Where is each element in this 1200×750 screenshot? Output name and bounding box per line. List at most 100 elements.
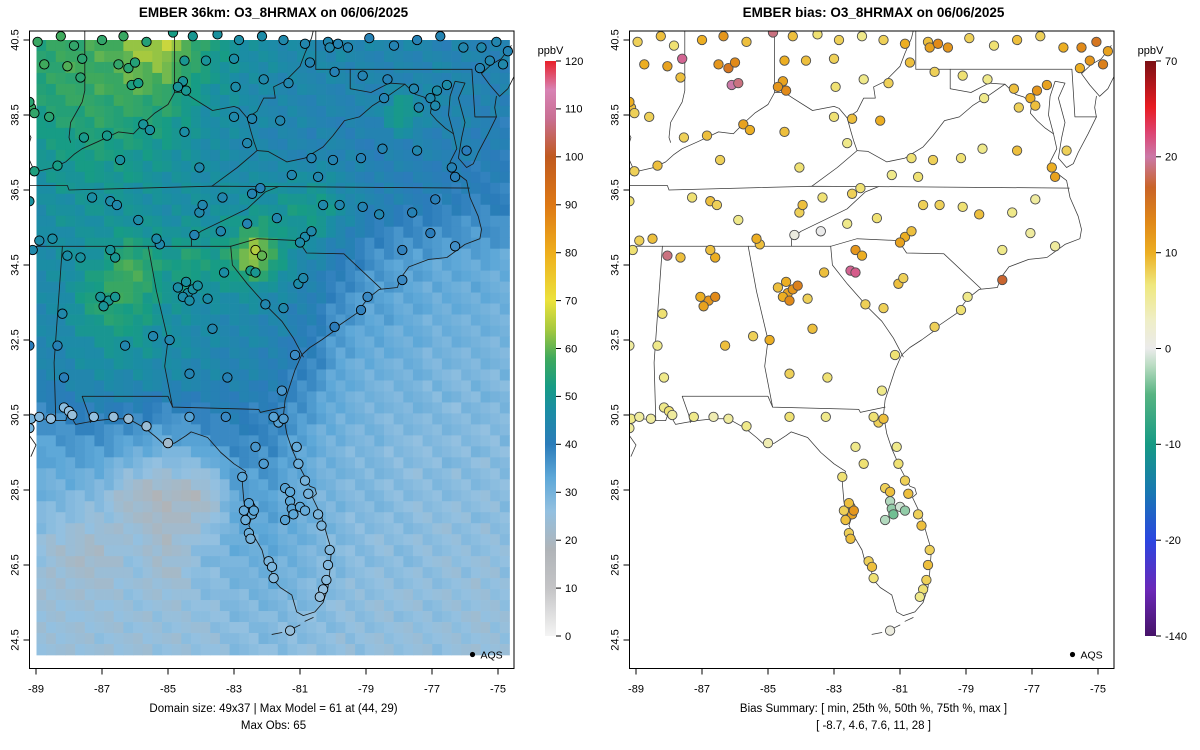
station-dot: [268, 572, 279, 584]
station-dot: [233, 34, 245, 46]
y-tick-label: 26.5: [610, 554, 622, 575]
station-dot: [342, 42, 354, 53]
station-dot: [655, 31, 666, 42]
station-dot: [797, 199, 808, 211]
x-tick-label: -89: [628, 684, 644, 696]
station-dot: [668, 40, 680, 51]
station-dot: [75, 72, 86, 83]
y-tick-label: 34.5: [610, 254, 622, 275]
station-dot: [904, 57, 916, 68]
station-dot: [772, 81, 784, 93]
station-dot: [306, 226, 317, 237]
station-dot: [858, 74, 869, 85]
station-dot: [1030, 194, 1041, 205]
station-dot: [1049, 171, 1061, 183]
station-dot: [184, 295, 195, 306]
station-dot: [866, 561, 878, 573]
station-dot: [299, 38, 311, 49]
station-dot: [207, 323, 218, 334]
station-dot: [787, 31, 798, 42]
y-tick-label: 32.5: [610, 329, 622, 350]
station-dot: [75, 252, 86, 263]
plot-box: [29, 30, 515, 669]
station-dot: [978, 92, 990, 104]
station-dot: [133, 214, 144, 226]
station-dot: [710, 291, 721, 303]
station-dot: [779, 55, 790, 66]
station-dot: [294, 237, 306, 248]
station-dot: [246, 113, 258, 124]
station-dot: [932, 38, 944, 49]
station-dot: [840, 514, 851, 526]
station-dot: [942, 42, 954, 53]
station-dot: [217, 192, 228, 203]
station-dot: [733, 77, 744, 89]
aqs-legend-label: AQS: [481, 650, 503, 662]
station-dot: [268, 411, 279, 423]
station-dot: [32, 36, 43, 48]
station-dot: [329, 321, 340, 333]
station-dot: [843, 497, 855, 509]
station-dot: [850, 244, 861, 256]
station-dot: [151, 233, 162, 244]
y-tick-label: 30.5: [10, 404, 22, 425]
x-tick-label: -87: [694, 684, 710, 696]
station-dot: [248, 505, 259, 516]
station-dot: [317, 199, 329, 211]
colorbar-tick-label: 110: [565, 104, 583, 116]
station-dot: [632, 36, 643, 48]
colorbar-tick-label: 40: [565, 439, 577, 451]
station-dot: [502, 46, 514, 57]
station-dot: [197, 199, 208, 211]
left-footer-line1: Domain size: 49x37 | Max Model = 61 at (…: [149, 703, 397, 715]
station-dot: [266, 561, 278, 573]
aqs-legend-label: AQS: [1081, 650, 1103, 662]
colorbar-tick-label: -20: [1165, 535, 1181, 547]
x-tick-label: -89: [28, 684, 44, 696]
station-dot: [458, 42, 469, 53]
station-dot: [449, 241, 461, 252]
station-dot: [828, 111, 840, 123]
station-dot: [279, 514, 291, 526]
station-dot: [324, 42, 335, 53]
station-dot: [242, 137, 253, 149]
station-dot: [240, 514, 251, 526]
station-dot: [1084, 55, 1095, 66]
axes: -89 -87 -85 -83 -81 -79 -77 -75 24.5 26.5 28.5 30.5…: [610, 29, 1106, 695]
colorbar-tick-label: 120: [565, 56, 583, 68]
station-dot: [629, 166, 640, 177]
bias-colorbar: 70 20 10 0 -10 -20 -140: [1145, 56, 1187, 643]
station-dot: [850, 441, 861, 453]
obs-station-dots: [29, 31, 514, 636]
station-dot: [260, 299, 271, 310]
station-dot: [957, 70, 968, 81]
station-dot: [924, 42, 935, 53]
station-dot: [357, 70, 368, 81]
station-dot: [1025, 227, 1036, 239]
colorbar-tick-label: 90: [565, 200, 577, 212]
station-dot: [644, 111, 655, 123]
station-dot: [1025, 92, 1036, 104]
station-dot: [119, 340, 131, 351]
station-dot: [304, 57, 316, 68]
colorbar-tick-label: -140: [1165, 631, 1187, 643]
station-dot: [172, 282, 184, 293]
station-dot: [271, 212, 283, 224]
station-dot: [220, 411, 231, 423]
model-colorbar: 0 10 20 30 40 50 60 70 80 90 100 110 120: [545, 56, 583, 643]
left-colorbar-unit-label: ppbV: [538, 45, 564, 57]
station-dot: [114, 154, 126, 166]
station-dot: [1011, 145, 1023, 156]
station-dot: [875, 115, 886, 126]
station-dot: [747, 331, 759, 342]
station-dot: [662, 61, 673, 72]
station-dot: [123, 413, 134, 424]
station-dot: [868, 572, 879, 584]
station-dot: [1061, 145, 1072, 156]
station-dot: [1074, 62, 1086, 74]
station-dot: [800, 55, 812, 66]
station-dot: [652, 340, 663, 351]
station-dot: [449, 171, 461, 183]
station-dot: [212, 31, 223, 40]
station-dot: [850, 267, 861, 278]
